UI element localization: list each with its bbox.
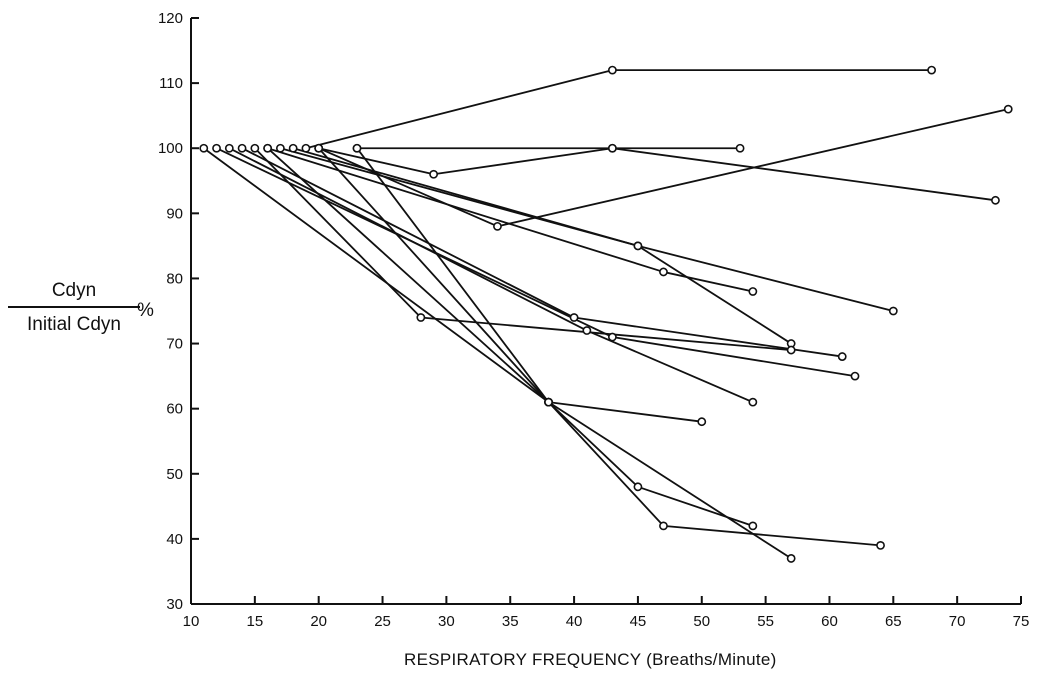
data-point [837, 352, 847, 361]
y-tick-label: 120 [158, 10, 183, 27]
y-tick-label: 30 [166, 596, 183, 613]
x-tick-label: 30 [438, 613, 455, 630]
x-tick-label: 20 [310, 613, 327, 630]
x-tick-label: 65 [885, 613, 902, 630]
data-point [633, 241, 643, 251]
x-tick-label: 60 [821, 613, 838, 630]
y-axis-label: Cdyn Initial Cdyn [8, 280, 140, 336]
y-tick-label: 80 [166, 270, 183, 287]
x-tick-label: 45 [630, 613, 647, 630]
data-point [199, 143, 209, 153]
data-point [850, 371, 860, 381]
data-point [237, 143, 247, 153]
x-tick-label: 35 [502, 613, 519, 630]
series-line-15 [356, 147, 792, 560]
data-point [607, 143, 617, 153]
x-axis-label: RESPIRATORY FREQUENCY (Breaths/Minute) [404, 650, 777, 669]
data-point [314, 143, 324, 153]
series-line-14 [318, 147, 754, 527]
axes: 10 15 20 25 30 35 40 45 50 55 60 65 70 75 30 40 50 60 70 80… [158, 10, 1029, 630]
y-tick-label: 90 [166, 205, 183, 222]
data-point [301, 143, 311, 153]
x-tick-label: 40 [566, 613, 583, 630]
data-point [263, 143, 273, 153]
series-lines [203, 69, 1009, 560]
data-point [991, 195, 1000, 205]
y-axis-label-denominator: Initial Cdyn [8, 306, 140, 336]
data-point [544, 397, 553, 407]
data-point [748, 287, 758, 296]
series-line-13 [267, 147, 881, 547]
series-line-5 [292, 147, 894, 312]
x-tick-label: 75 [1013, 613, 1030, 630]
x-tick-label: 70 [949, 613, 966, 630]
data-point [582, 326, 592, 335]
data-point [927, 65, 937, 75]
x-tick-label: 15 [247, 613, 264, 630]
data-point [250, 143, 260, 153]
series-line-12 [203, 147, 702, 423]
data-point [416, 313, 426, 322]
data-point [633, 482, 643, 492]
data-point [876, 541, 885, 550]
y-axis-label-unit: % [137, 300, 154, 321]
series-line-6 [280, 147, 792, 345]
data-point [748, 521, 758, 531]
series-line-9 [241, 147, 843, 358]
data-point [748, 397, 758, 407]
data-point [659, 521, 668, 531]
x-tick-label: 10 [183, 613, 200, 630]
data-point [429, 169, 439, 179]
data-point [224, 143, 234, 153]
data-point [786, 345, 796, 355]
data-point [493, 221, 502, 231]
series-markers [199, 65, 1013, 563]
data-point [212, 143, 221, 153]
y-tick-label: 40 [166, 531, 183, 548]
data-point [1003, 104, 1013, 114]
series-line-7 [267, 147, 754, 293]
y-tick-label: 70 [166, 336, 183, 353]
series-line-1 [305, 69, 932, 150]
series-line-8 [254, 147, 792, 351]
x-tick-label: 25 [374, 613, 391, 630]
x-tick-label: 50 [693, 613, 710, 630]
y-tick-label: 110 [159, 75, 183, 92]
y-tick-label: 50 [166, 466, 183, 483]
data-point [607, 332, 617, 342]
x-tick-label: 55 [757, 613, 774, 630]
data-point [697, 417, 707, 427]
data-point [352, 143, 362, 153]
series-line-4 [357, 147, 996, 202]
series-line-2 [318, 108, 1009, 228]
y-tick-label: 100 [158, 140, 183, 157]
data-point [735, 143, 745, 153]
data-point [888, 306, 898, 316]
series-line-3 [318, 147, 741, 176]
data-point [569, 313, 579, 322]
series-line-11 [216, 147, 856, 377]
data-point [288, 143, 298, 153]
data-point [607, 65, 617, 75]
data-point [275, 143, 285, 153]
data-point [786, 554, 796, 563]
data-point [659, 267, 668, 277]
y-tick-label: 60 [166, 401, 183, 418]
y-axis-label-numerator: Cdyn [51, 280, 97, 301]
